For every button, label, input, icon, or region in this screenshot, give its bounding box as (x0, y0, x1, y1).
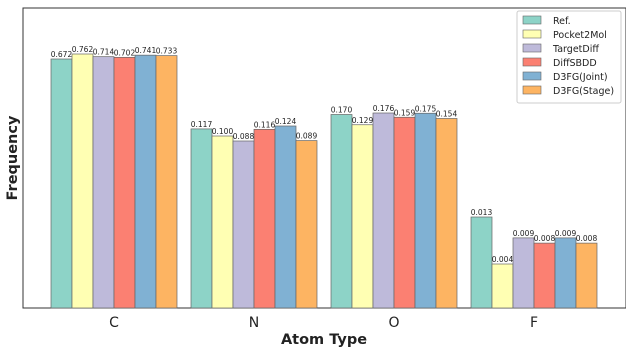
data-label-C-Pocket2Mol: 0.762 (72, 45, 94, 54)
bar-N-D3FG(Stage) (295, 140, 318, 309)
bar-O-D3FG(Stage) (435, 118, 458, 309)
data-label-O-Ref.: 0.170 (331, 106, 353, 115)
data-label-F-DiffSBDD: 0.008 (534, 234, 556, 243)
data-label-N-D3FG(Joint): 0.124 (275, 117, 297, 126)
bar-N-TargetDiff (232, 140, 255, 309)
data-label-N-Pocket2Mol: 0.100 (212, 127, 234, 136)
legend-label-Pocket2Mol: Pocket2Mol (553, 30, 607, 41)
data-label-N-D3FG(Stage): 0.089 (296, 132, 318, 141)
bar-N-Pocket2Mol (211, 135, 234, 309)
bar-F-Ref. (470, 216, 493, 309)
x-tick-C: C (109, 315, 119, 331)
data-label-C-DiffSBDD: 0.702 (114, 48, 136, 57)
data-label-F-Ref.: 0.013 (471, 208, 493, 217)
legend-label-D3FG(Joint): D3FG(Joint) (553, 72, 608, 83)
bar-C-DiffSBDD (113, 56, 136, 309)
legend-label-DiffSBDD: DiffSBDD (553, 58, 597, 69)
legend-label-Ref.: Ref. (553, 16, 571, 27)
bar-O-Ref. (330, 114, 353, 309)
legend-swatch-Pocket2Mol (522, 29, 542, 39)
bar-F-D3FG(Joint) (554, 237, 577, 309)
data-label-C-D3FG(Joint): 0.741 (135, 46, 157, 55)
data-label-O-D3FG(Stage): 0.154 (436, 110, 458, 119)
x-tick-O: O (388, 315, 399, 331)
bar-F-D3FG(Stage) (575, 242, 598, 309)
plot-frame (22, 7, 626, 309)
x-tick-F: F (530, 315, 538, 331)
legend-swatch-D3FG(Stage) (522, 85, 542, 95)
data-label-F-D3FG(Stage): 0.008 (576, 234, 598, 243)
bar-C-D3FG(Joint) (134, 54, 157, 309)
data-label-O-DiffSBDD: 0.159 (394, 108, 416, 117)
data-label-N-Ref.: 0.117 (191, 120, 213, 129)
x-axis-title: Atom Type (281, 332, 367, 348)
bar-C-Pocket2Mol (71, 53, 94, 309)
legend-label-TargetDiff: TargetDiff (552, 44, 599, 55)
data-label-C-TargetDiff: 0.714 (93, 48, 115, 57)
bar-O-DiffSBDD (393, 116, 416, 309)
bar-C-Ref. (50, 58, 73, 309)
legend-box (516, 10, 622, 104)
bar-F-DiffSBDD (533, 242, 556, 309)
bar-C-D3FG(Stage) (155, 55, 178, 309)
legend-swatch-DiffSBDD (522, 57, 542, 67)
data-label-N-TargetDiff: 0.088 (233, 132, 255, 141)
data-label-O-Pocket2Mol: 0.129 (352, 116, 374, 125)
data-label-O-TargetDiff: 0.176 (373, 104, 395, 113)
data-label-O-D3FG(Joint): 0.175 (415, 104, 437, 113)
data-label-C-D3FG(Stage): 0.733 (156, 47, 178, 56)
bar-O-TargetDiff (372, 112, 395, 309)
bar-F-Pocket2Mol (491, 263, 514, 309)
data-label-F-Pocket2Mol: 0.004 (492, 255, 514, 264)
bar-N-DiffSBDD (253, 128, 276, 309)
data-label-C-Ref.: 0.672 (51, 50, 73, 59)
y-axis-title: Frequency (5, 115, 21, 200)
bar-N-D3FG(Joint) (274, 125, 297, 309)
legend-swatch-Ref. (522, 15, 542, 25)
data-label-F-TargetDiff: 0.009 (513, 229, 535, 238)
bar-C-TargetDiff (92, 56, 115, 309)
bars-group (50, 53, 598, 309)
legend-swatch-D3FG(Joint) (522, 71, 542, 81)
legend-label-D3FG(Stage): D3FG(Stage) (553, 86, 614, 97)
data-label-N-DiffSBDD: 0.116 (254, 120, 276, 129)
x-tick-N: N (249, 315, 259, 331)
data-label-F-D3FG(Joint): 0.009 (555, 229, 577, 238)
legend: Ref. Pocket2Mol TargetDiff DiffSBDD D3FG(Joi… (516, 10, 622, 104)
bar-F-TargetDiff (512, 237, 535, 309)
bar-O-Pocket2Mol (351, 124, 374, 309)
bar-N-Ref. (190, 128, 213, 309)
bar-O-D3FG(Joint) (414, 112, 437, 309)
legend-swatch-TargetDiff (522, 43, 542, 53)
